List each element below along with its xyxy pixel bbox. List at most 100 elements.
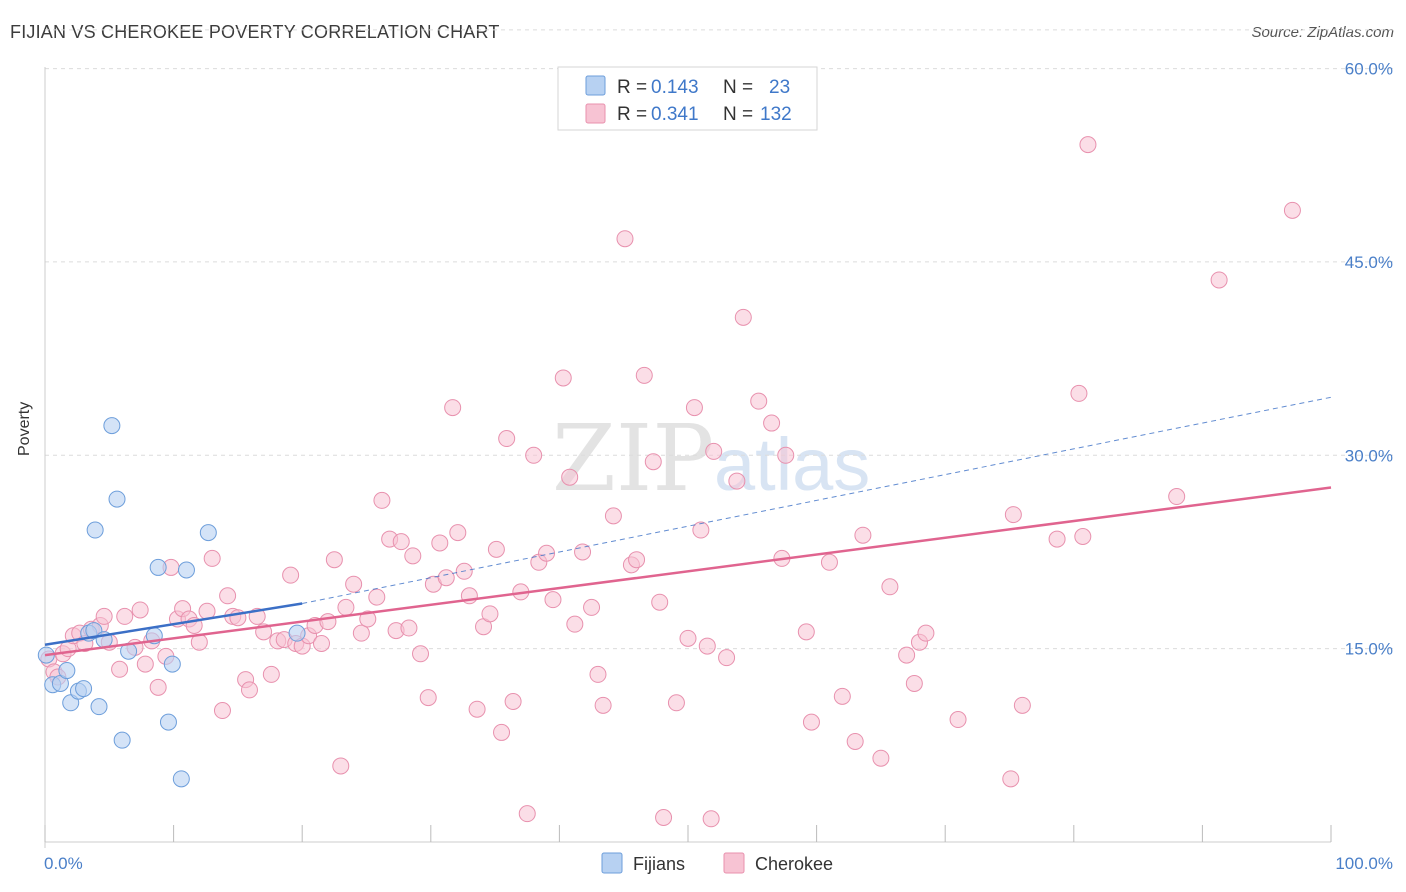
cherokee-point-116 <box>872 749 890 767</box>
legend-n-value-cherokee: 132 <box>760 104 792 125</box>
fijians-point-21 <box>172 770 190 788</box>
cherokee-point-98 <box>685 399 703 417</box>
cherokee-point-129 <box>1079 136 1097 154</box>
fijians-point-9 <box>90 698 108 716</box>
legend-r-value-cherokee: 0.341 <box>651 104 699 125</box>
cherokee-point-126 <box>1048 530 1066 548</box>
cherokee-point-50 <box>352 624 370 642</box>
fijians-point-14 <box>113 731 131 749</box>
cherokee-point-97 <box>679 629 697 647</box>
cherokee-trend-line <box>44 486 1332 657</box>
cherokee-point-99 <box>692 521 710 539</box>
cherokee-point-88 <box>604 507 622 525</box>
cherokee-point-132 <box>1283 201 1301 219</box>
cherokee-point-104 <box>728 472 746 490</box>
cherokee-point-107 <box>763 414 781 432</box>
cherokee-point-94 <box>651 593 669 611</box>
x-tick-labels: 0.0% 100.0% <box>44 854 1393 873</box>
bottom-legend-swatch-fijians <box>601 852 623 874</box>
cherokee-point-47 <box>332 757 350 775</box>
fijians-point-11 <box>103 417 121 435</box>
legend-n-label-fijians: N = <box>723 77 753 98</box>
cherokee-point-70 <box>481 605 499 623</box>
cherokee-point-101 <box>705 442 723 460</box>
y-tick-label-0: 15.0% <box>1345 640 1393 659</box>
cherokee-point-45 <box>319 613 337 631</box>
axes <box>44 67 1332 848</box>
cherokee-point-59 <box>412 645 430 663</box>
fijians-point-17 <box>149 558 167 576</box>
cherokee-point-44 <box>312 634 330 652</box>
cherokee-point-113 <box>833 687 851 705</box>
fijians-points <box>37 417 306 788</box>
source-credit: Source: ZipAtlas.com <box>1251 24 1394 41</box>
trend-lines <box>44 396 1332 657</box>
cherokee-point-83 <box>566 615 584 633</box>
cherokee-point-77 <box>525 446 543 464</box>
cherokee-point-86 <box>589 665 607 683</box>
cherokee-point-51 <box>359 610 377 628</box>
fijians-point-19 <box>163 655 181 673</box>
bottom-legend: Fijians Cherokee <box>601 852 833 874</box>
cherokee-point-28 <box>213 702 231 720</box>
chart-title: FIJIAN VS CHEROKEE POVERTY CORRELATION C… <box>10 22 500 42</box>
cherokee-point-80 <box>544 591 562 609</box>
cherokee-point-122 <box>949 711 967 729</box>
cherokee-point-100 <box>698 637 716 655</box>
y-tick-label-3: 60.0% <box>1345 60 1393 79</box>
fijians-point-13 <box>86 521 104 539</box>
cherokee-point-105 <box>734 308 752 326</box>
cherokee-point-131 <box>1210 271 1228 289</box>
cherokee-point-73 <box>498 430 516 448</box>
fijians-point-23 <box>288 624 306 642</box>
cherokee-point-15 <box>131 601 149 619</box>
cherokee-point-117 <box>881 578 899 596</box>
cherokee-point-87 <box>594 696 612 714</box>
cherokee-point-63 <box>437 569 455 587</box>
cherokee-point-48 <box>337 598 355 616</box>
cherokee-point-82 <box>561 468 579 486</box>
cherokee-point-10 <box>95 607 113 625</box>
cherokee-points <box>40 136 1301 828</box>
cherokee-point-79 <box>538 544 556 562</box>
cherokee-point-103 <box>718 649 736 667</box>
cherokee-point-58 <box>404 547 422 565</box>
cherokee-point-71 <box>487 540 505 558</box>
cherokee-point-72 <box>493 723 511 741</box>
cherokee-point-109 <box>777 446 795 464</box>
fijians-point-18 <box>159 713 177 731</box>
bottom-legend-label-fijians: Fijians <box>633 854 685 874</box>
cherokee-point-76 <box>518 805 536 823</box>
legend-r-value-fijians: 0.143 <box>651 77 699 98</box>
cherokee-point-119 <box>905 674 923 692</box>
cherokee-point-81 <box>554 369 572 387</box>
cherokee-point-49 <box>345 575 363 593</box>
fijians-point-6 <box>75 680 93 698</box>
x-tick-label-1: 100.0% <box>1335 854 1393 873</box>
fijians-point-20 <box>177 561 195 579</box>
cherokee-point-111 <box>802 713 820 731</box>
y-tick-label-1: 30.0% <box>1345 446 1393 465</box>
cherokee-point-130 <box>1168 488 1186 506</box>
cherokee-point-68 <box>468 700 486 718</box>
x-tick-label-0: 0.0% <box>44 854 83 873</box>
cherokee-point-89 <box>616 230 634 248</box>
cherokee-point-16 <box>136 655 154 673</box>
cherokee-point-91 <box>628 551 646 569</box>
cherokee-point-52 <box>368 588 386 606</box>
bottom-legend-label-cherokee: Cherokee <box>755 854 833 874</box>
legend-n-value-fijians: 23 <box>769 77 790 98</box>
cherokee-point-13 <box>116 607 134 625</box>
cherokee-point-92 <box>635 366 653 384</box>
y-tick-label-2: 45.0% <box>1345 253 1393 272</box>
cherokee-point-110 <box>797 623 815 641</box>
cherokee-point-106 <box>750 392 768 410</box>
legend-r-label-cherokee: R = <box>617 104 647 125</box>
cherokee-point-18 <box>149 678 167 696</box>
legend-swatch-cherokee <box>585 103 606 124</box>
cherokee-point-102 <box>702 810 720 828</box>
cherokee-point-65 <box>449 524 467 542</box>
y-tick-labels: 15.0% 30.0% 45.0% 60.0% <box>1345 60 1393 659</box>
cherokee-point-112 <box>820 553 838 571</box>
cherokee-point-93 <box>644 453 662 471</box>
